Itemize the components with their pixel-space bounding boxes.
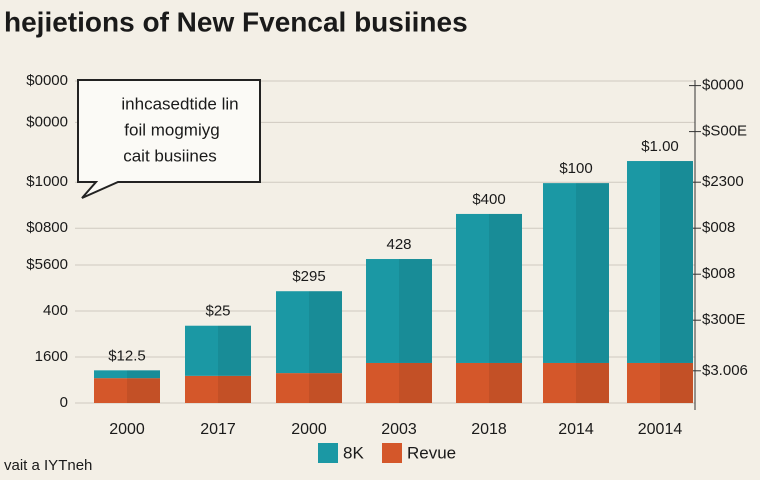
bar-shade: [489, 213, 522, 363]
y-tick-label: $0000: [26, 72, 68, 89]
footnote: vait a IYTneh: [4, 457, 92, 474]
bar-label: $1.00: [641, 138, 679, 155]
bar-segment: [276, 373, 342, 403]
y2-tick-label: $2300: [702, 173, 744, 190]
y2-tick-label: $3.006: [702, 362, 748, 379]
chart-title: hejietions of New Fvencal busiines: [4, 6, 468, 37]
annotation: inhcasedtide lin: [121, 94, 238, 113]
y-tick-label: 400: [43, 302, 68, 319]
bar-shade: [399, 362, 432, 403]
bar-segment: [94, 378, 160, 403]
speech-bubble: [77, 79, 261, 199]
y-tick-label: 1600: [35, 348, 68, 365]
x-tick-label: 2018: [471, 421, 507, 438]
bar-segment: [456, 362, 522, 403]
x-tick-label: 2003: [381, 421, 417, 438]
bar-shade: [576, 362, 609, 403]
bar-segment: [543, 183, 609, 363]
x-tick-label: 2000: [109, 421, 145, 438]
bar-shade: [127, 370, 160, 379]
bar-label: $12.5: [108, 347, 146, 364]
y-tick-label: $0000: [26, 113, 68, 130]
legend-label: Revue: [407, 443, 456, 462]
bar-shade: [218, 325, 251, 376]
x-tick-label: 20014: [638, 421, 683, 438]
bar-segment: [185, 375, 251, 403]
bar-shade: [309, 291, 342, 374]
bar-segment: [366, 259, 432, 363]
annotation: cait busiines: [123, 146, 217, 165]
bar-label: 428: [386, 236, 411, 253]
y2-tick-label: $008: [702, 265, 735, 282]
bar-segment: [276, 291, 342, 374]
bar-segment: [185, 325, 251, 376]
bar-shade: [576, 183, 609, 363]
bar-shade: [489, 362, 522, 403]
bar-shade: [660, 362, 693, 403]
bar-segment: [94, 370, 160, 379]
y2-tick-label: $300E: [702, 311, 745, 328]
bar-shade: [399, 259, 432, 363]
bar-label: $100: [559, 160, 592, 177]
bar-segment: [627, 362, 693, 403]
bar-shade: [218, 375, 251, 403]
x-tick-label: 2014: [558, 421, 594, 438]
y-tick-label: $0800: [26, 219, 68, 236]
x-tick-label: 2000: [291, 421, 327, 438]
bar-segment: [366, 362, 432, 403]
legend-label: 8K: [343, 443, 364, 462]
y2-tick-label: $0000: [702, 77, 744, 94]
bar-segment: [627, 161, 693, 363]
y2-tick-label: $S00E: [702, 123, 747, 140]
bar-label: $25: [205, 303, 230, 320]
bar-segment: [543, 362, 609, 403]
bar-label: $400: [472, 191, 505, 208]
y-tick-label: 0: [60, 394, 68, 411]
x-tick-label: 2017: [200, 421, 236, 438]
bar-segment: [456, 213, 522, 363]
y2-tick-label: $008: [702, 219, 735, 236]
annotation: foil mogmiyg: [124, 120, 219, 139]
legend-swatch: [318, 443, 338, 463]
bar-shade: [309, 373, 342, 403]
legend-swatch: [382, 443, 402, 463]
y-tick-label: $5600: [26, 256, 68, 273]
bar-label: $295: [292, 268, 325, 285]
bar-shade: [127, 378, 160, 403]
bar-shade: [660, 161, 693, 363]
y-tick-label: $1000: [26, 173, 68, 190]
